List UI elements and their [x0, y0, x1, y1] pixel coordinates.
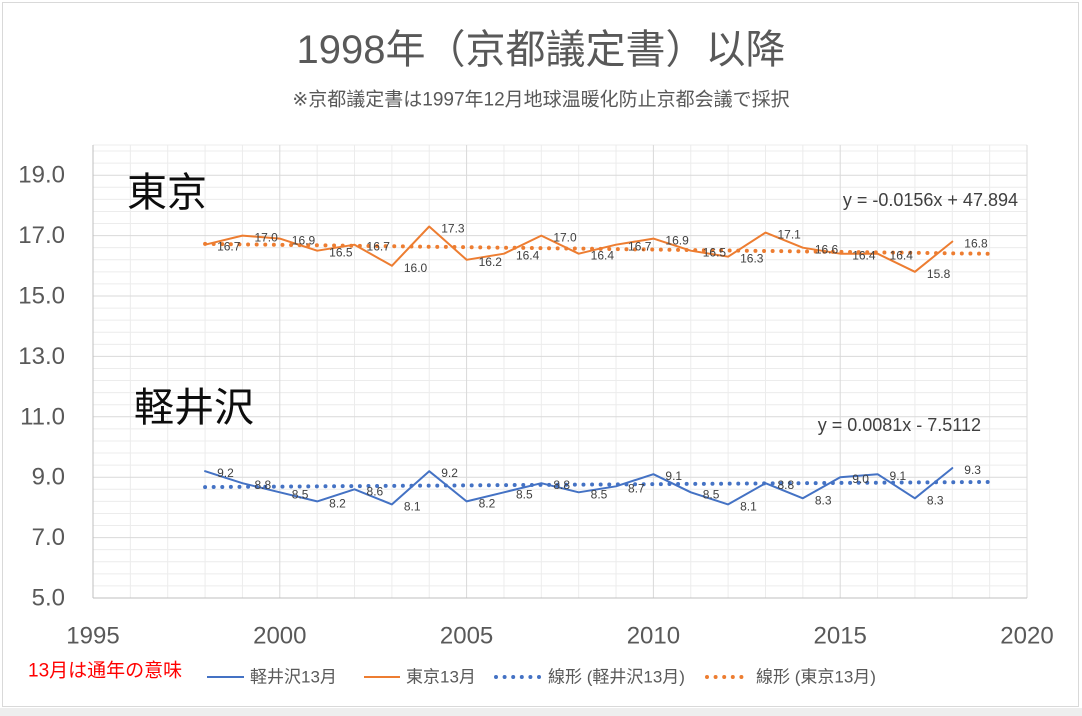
data-label-tokyo: 16.4 [516, 249, 540, 263]
gridlines [92, 144, 1028, 599]
data-label-karuizawa: 8.6 [367, 484, 384, 498]
trendline-equation-karuizawa: y = 0.0081x - 7.5112 [818, 415, 981, 435]
data-label-tokyo: 16.3 [740, 252, 764, 266]
x-tick-label: 2020 [1000, 623, 1053, 650]
data-label-tokyo: 16.9 [665, 234, 689, 248]
data-label-tokyo: 16.5 [703, 246, 727, 260]
legend-item-tokyo: 東京13月 [364, 668, 476, 687]
data-label-karuizawa: 9.1 [665, 469, 682, 483]
y-tick-label: 15.0 [18, 283, 65, 310]
x-tick-label: 2010 [627, 623, 680, 650]
trendline-karuizawa [203, 479, 992, 490]
data-label-tokyo: 17.0 [553, 231, 577, 245]
legend-label-tokyo: 東京13月 [406, 668, 476, 687]
data-label-tokyo: 15.8 [927, 267, 951, 281]
x-tick-label: 2015 [814, 623, 867, 650]
data-label-karuizawa: 8.7 [628, 481, 645, 495]
x-tick-label: 2005 [440, 623, 493, 650]
legend-item-trend-karuizawa: 線形 (軽井沢13月) [494, 668, 685, 687]
y-tick-label: 9.0 [32, 464, 65, 491]
data-label-karuizawa: 8.5 [292, 487, 309, 501]
data-label-karuizawa: 8.5 [591, 487, 608, 501]
data-label-karuizawa: 8.2 [329, 496, 346, 510]
data-label-karuizawa: 8.5 [516, 487, 533, 501]
data-label-tokyo: 16.6 [815, 243, 839, 257]
data-label-tokyo: 16.7 [217, 240, 241, 254]
data-label-karuizawa: 8.5 [703, 487, 720, 501]
axes: 5.0 7.0 9.0 11.0 13.0 15.0 17.0 19.0 1995 2000 200… [18, 145, 1054, 650]
data-label-tokyo: 16.0 [404, 261, 428, 275]
legend-label-trend-karuizawa: 線形 (軽井沢13月) [548, 668, 685, 687]
chart-subtitle: ※京都議定書は1997年12月地球温暖化防止京都会議で採択 [292, 89, 789, 111]
legend-label-karuizawa: 軽井沢13月 [250, 668, 337, 687]
annotation-karuizawa: 軽井沢 [134, 386, 254, 430]
y-tick-label: 7.0 [32, 524, 65, 551]
sheet-strip [0, 708, 1082, 716]
legend: 軽井沢13月 東京13月 線形 (軽井沢13月) 線形 (東京13月) [207, 668, 876, 687]
data-label-karuizawa: 9.0 [852, 472, 869, 486]
data-label-tokyo: 17.1 [777, 228, 801, 242]
annotation-tokyo: 東京 [127, 171, 207, 215]
data-label-karuizawa: 9.3 [964, 463, 981, 477]
y-tick-label: 11.0 [20, 403, 65, 430]
data-label-tokyo: 16.5 [329, 246, 353, 260]
y-tick-label: 13.0 [18, 343, 65, 370]
data-label-tokyo: 17.3 [441, 222, 465, 236]
data-label-karuizawa: 9.2 [441, 466, 458, 480]
x-tick-label: 2000 [253, 623, 306, 650]
data-label-tokyo: 16.4 [852, 249, 876, 263]
data-label-tokyo: 17.0 [254, 231, 278, 245]
data-labels: 9.2 8.8 8.5 8.2 8.6 8.1 9.2 8.2 8.5 8.8 8.5 8.7 9.1 8… [217, 222, 988, 514]
data-label-karuizawa: 8.8 [254, 478, 271, 492]
y-tick-label: 17.0 [18, 222, 65, 249]
data-label-tokyo: 16.8 [964, 237, 988, 251]
series-line-karuizawa [204, 467, 954, 506]
note-text: 13月は通年の意味 [28, 660, 182, 682]
chart-title: 1998年（京都議定書）以降 [297, 28, 786, 72]
y-tick-label: 19.0 [18, 162, 65, 189]
trendline-tokyo [203, 241, 992, 256]
legend-item-karuizawa: 軽井沢13月 [207, 668, 337, 687]
data-label-karuizawa: 8.1 [404, 499, 421, 513]
data-label-tokyo: 16.4 [890, 249, 914, 263]
series-line-tokyo [204, 225, 954, 273]
trendlines [203, 241, 992, 490]
legend-item-trend-tokyo: 線形 (東京13月) [705, 668, 876, 687]
y-tick-label: 5.0 [32, 585, 65, 612]
data-label-tokyo: 16.4 [591, 249, 615, 263]
data-label-karuizawa: 8.3 [815, 493, 832, 507]
legend-label-trend-tokyo: 線形 (東京13月) [756, 668, 876, 687]
data-label-karuizawa: 9.2 [217, 466, 234, 480]
data-label-karuizawa: 8.2 [479, 496, 496, 510]
data-label-karuizawa: 9.1 [890, 469, 907, 483]
plot-series [204, 225, 954, 506]
data-label-karuizawa: 8.8 [553, 478, 570, 492]
data-label-tokyo: 16.9 [292, 234, 316, 248]
x-tick-label: 1995 [66, 623, 119, 650]
data-label-karuizawa: 8.1 [740, 499, 757, 513]
data-label-tokyo: 16.7 [367, 240, 391, 254]
data-label-tokyo: 16.2 [479, 255, 503, 269]
trendline-equation-tokyo: y = -0.0156x + 47.894 [843, 190, 1018, 210]
data-label-karuizawa: 8.3 [927, 493, 944, 507]
data-label-tokyo: 16.7 [628, 240, 652, 254]
data-label-karuizawa: 8.8 [777, 478, 794, 492]
